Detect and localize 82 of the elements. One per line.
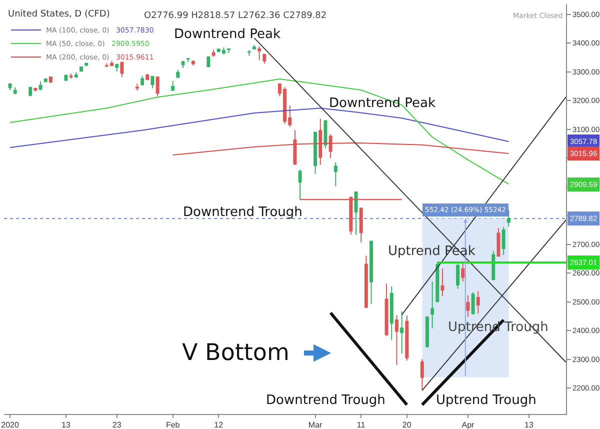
candlestick: [252, 44, 256, 50]
candlestick: [84, 62, 88, 67]
candlestick: [212, 50, 216, 58]
x-tick-label: Feb: [166, 420, 180, 429]
x-tick-label: 23: [112, 420, 122, 429]
candlestick: [496, 227, 500, 257]
candlestick: [13, 86, 17, 95]
candlestick: [425, 316, 429, 348]
x-tick-label: 20: [402, 420, 412, 429]
candlestick: [420, 358, 424, 391]
candlestick: [135, 83, 139, 92]
candlestick: [262, 54, 266, 64]
annotation: Uptrend Trough: [436, 393, 536, 408]
candlestick: [28, 86, 32, 97]
candlestick: [440, 268, 444, 297]
candlestick: [120, 62, 124, 78]
x-tick-label: 2020: [1, 420, 20, 429]
candlestick: [44, 78, 48, 83]
candlestick: [394, 314, 398, 366]
candlestick: [34, 87, 38, 92]
candlestick: [436, 262, 440, 302]
annotation: Downtrend Peak: [174, 27, 281, 42]
candlestick: [430, 280, 434, 329]
annotation: V Bottom: [182, 340, 290, 366]
candlestick: [150, 75, 154, 89]
candlestick: [171, 80, 175, 91]
candlestick: [506, 210, 510, 227]
candlestick: [69, 73, 73, 79]
candlestick: [461, 260, 465, 282]
x-tick-label: 13: [524, 420, 534, 429]
candlestick: [38, 80, 42, 90]
candlestick: [466, 294, 470, 318]
candlestick: [314, 131, 318, 174]
candlestick: [471, 292, 475, 316]
x-tick-label: 13: [62, 420, 71, 429]
candlestick: [176, 69, 180, 78]
candlestick: [191, 60, 195, 66]
candlestick: [140, 75, 144, 86]
candlestick: [115, 64, 119, 72]
candlestick: [258, 46, 262, 61]
candlestick: [293, 130, 297, 166]
candlestick: [405, 314, 409, 362]
candlestick: [227, 48, 231, 54]
x-tick-label: Mar: [308, 420, 323, 429]
candlestick: [186, 58, 190, 63]
annotation: Downtrend Trough: [266, 393, 386, 408]
candlestick: [206, 56, 210, 68]
candlestick: [156, 76, 160, 97]
line-series: [10, 108, 510, 148]
candlestick: [476, 290, 480, 314]
candlestick: [384, 283, 388, 337]
candlestick: [74, 72, 78, 78]
annotation: Downtrend Peak: [329, 96, 436, 111]
candlestick: [456, 263, 460, 290]
candlestick: [8, 83, 12, 91]
candlestick: [502, 226, 506, 256]
x-tick-label: 11: [356, 420, 366, 429]
candlestick: [334, 162, 338, 187]
text: O2776.99 H2818.57 L2762.36 C2789.82: [144, 11, 327, 21]
candlestick: [48, 76, 52, 84]
candlestick: [370, 240, 374, 305]
candlestick: [80, 66, 83, 72]
text: United States, D (CFD): [8, 9, 110, 20]
annotation: Downtrend Trough: [183, 205, 302, 220]
candlestick: [390, 286, 394, 341]
candlestick: [64, 74, 68, 82]
candlestick: [298, 169, 302, 200]
x-tick-label: Apr: [462, 420, 475, 429]
x-tick-label: 12: [214, 420, 224, 429]
line-series: [10, 78, 510, 185]
candlestick: [146, 73, 150, 80]
candlestick: [354, 191, 358, 236]
candlestick: [324, 120, 328, 149]
candlestick: [359, 208, 363, 243]
candlestick: [181, 60, 185, 68]
candlestick: [400, 310, 404, 354]
candlestick: [318, 118, 322, 166]
candlestick: [492, 250, 496, 281]
candlestick: [247, 50, 251, 56]
line-series: [172, 142, 510, 156]
candlestick: [328, 134, 332, 159]
candlestick: [364, 255, 368, 308]
